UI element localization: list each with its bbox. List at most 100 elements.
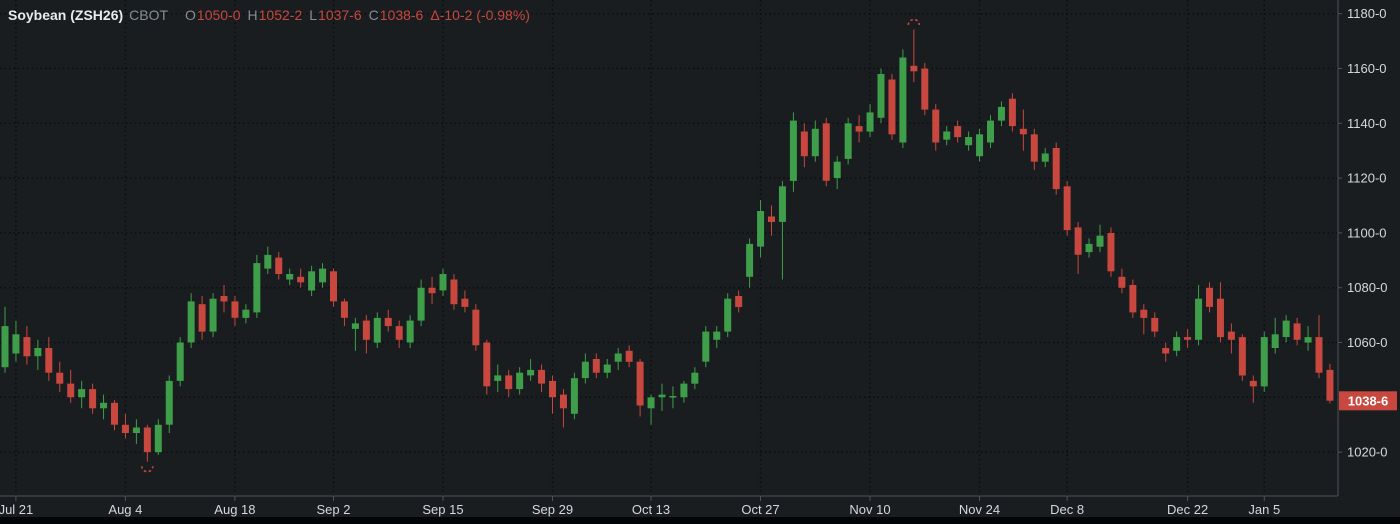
candle-body[interactable] [100, 402, 108, 409]
candle-body[interactable] [154, 424, 162, 453]
candle-body[interactable] [921, 68, 929, 110]
candle-body[interactable] [45, 348, 53, 373]
candle-body[interactable] [384, 317, 392, 327]
candle-body[interactable] [111, 402, 118, 425]
candle-body[interactable] [527, 369, 535, 376]
symbol-title[interactable]: Soybean (ZSH26) [8, 7, 124, 23]
candle-body[interactable] [910, 65, 918, 72]
candle-body[interactable] [1271, 334, 1279, 348]
candle-body[interactable] [778, 186, 786, 222]
candle-body[interactable] [362, 320, 370, 340]
candle-body[interactable] [89, 389, 97, 409]
candle-body[interactable] [603, 364, 611, 373]
candle-body[interactable] [1249, 380, 1257, 387]
candle-body[interactable] [264, 254, 272, 269]
candle-body[interactable] [844, 123, 852, 159]
candle-body[interactable] [472, 309, 480, 346]
candle-body[interactable] [1184, 337, 1192, 340]
candle-body[interactable] [954, 126, 962, 138]
candle-body[interactable] [1216, 298, 1224, 338]
candle-body[interactable] [855, 126, 863, 132]
candle-body[interactable] [450, 279, 458, 305]
candle-body[interactable] [483, 342, 491, 387]
candle-body[interactable] [231, 301, 239, 318]
candle-body[interactable] [789, 120, 797, 181]
candle-body[interactable] [833, 161, 841, 179]
candle-body[interactable] [877, 74, 885, 118]
candle-body[interactable] [746, 243, 754, 277]
candle-body[interactable] [691, 372, 699, 384]
candle-body[interactable] [165, 380, 173, 425]
candle-body[interactable] [220, 296, 228, 302]
candle-body[interactable] [822, 123, 830, 181]
candle-body[interactable] [899, 57, 907, 143]
candle-body[interactable] [253, 263, 261, 313]
candle-body[interactable] [494, 375, 502, 381]
candle-body[interactable] [636, 361, 644, 406]
candle-body[interactable] [592, 359, 600, 373]
candle-body[interactable] [866, 112, 874, 132]
candle-body[interactable] [187, 301, 195, 343]
candle-body[interactable] [308, 271, 316, 291]
candle-body[interactable] [373, 317, 381, 343]
candle-body[interactable] [23, 337, 31, 357]
candle-body[interactable] [997, 106, 1005, 121]
candle-body[interactable] [198, 304, 206, 332]
candle-body[interactable] [1151, 317, 1159, 332]
candle-body[interactable] [428, 287, 436, 294]
candle-body[interactable] [286, 274, 294, 280]
candle-body[interactable] [1260, 337, 1268, 387]
candle-body[interactable] [702, 331, 710, 362]
candle-body[interactable] [1118, 276, 1126, 288]
candle-body[interactable] [209, 298, 217, 332]
candle-body[interactable] [461, 298, 469, 307]
candle-body[interactable] [713, 331, 721, 340]
candle-body[interactable] [1293, 323, 1301, 340]
candle-body[interactable] [538, 369, 546, 384]
candle-body[interactable] [1326, 369, 1334, 401]
candle-body[interactable] [12, 334, 20, 354]
candle-body[interactable] [724, 298, 732, 332]
candle-body[interactable] [406, 320, 414, 343]
candle-body[interactable] [1304, 337, 1312, 343]
candle-body[interactable] [1041, 153, 1049, 162]
candle-body[interactable] [1085, 243, 1093, 253]
candle-body[interactable] [1008, 98, 1016, 127]
candle-body[interactable] [78, 389, 86, 398]
candle-body[interactable] [549, 380, 556, 398]
candle-body[interactable] [614, 353, 622, 362]
candle-body[interactable] [417, 287, 425, 321]
candle-body[interactable] [932, 109, 940, 143]
candle-body[interactable] [319, 268, 327, 283]
candle-body[interactable] [680, 383, 688, 398]
candle-body[interactable] [34, 348, 42, 357]
candle-body[interactable] [1074, 227, 1082, 255]
candle-body[interactable] [516, 372, 524, 390]
candle-body[interactable] [176, 342, 184, 381]
candle-body[interactable] [1140, 309, 1148, 318]
candle-body[interactable] [330, 271, 337, 302]
candle-body[interactable] [976, 134, 984, 157]
candle-body[interactable] [625, 350, 633, 362]
candle-body[interactable] [757, 211, 765, 247]
candle-body[interactable] [1096, 235, 1104, 247]
candle-body[interactable] [1227, 331, 1235, 340]
candle-body[interactable] [143, 427, 151, 453]
candle-body[interactable] [67, 383, 75, 398]
candle-body[interactable] [1315, 337, 1323, 373]
candle-body[interactable] [581, 361, 589, 379]
candle-body[interactable] [1030, 134, 1038, 162]
candle-body[interactable] [1195, 298, 1203, 340]
candle-body[interactable] [669, 396, 677, 398]
candle-body[interactable] [1, 326, 9, 368]
candle-body[interactable] [505, 375, 513, 390]
candle-body[interactable] [1206, 287, 1213, 307]
candle-body[interactable] [275, 257, 283, 274]
candle-body[interactable] [811, 128, 819, 157]
candle-body[interactable] [658, 394, 666, 398]
candle-body[interactable] [1052, 148, 1060, 190]
candle-body[interactable] [395, 326, 403, 340]
candle-body[interactable] [351, 323, 359, 329]
candle-body[interactable] [242, 309, 250, 318]
